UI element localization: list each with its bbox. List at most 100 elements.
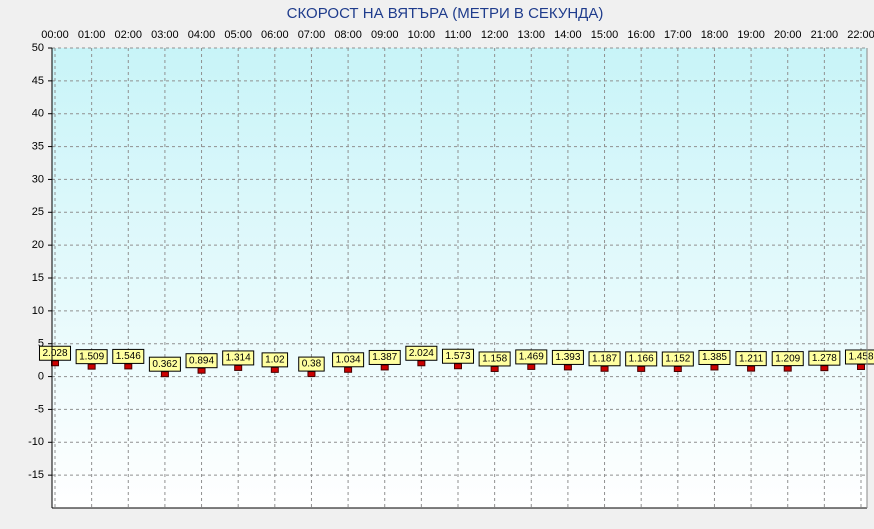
y-tick-label: -10: [28, 436, 44, 448]
data-label-box: [185, 353, 218, 369]
data-label: 1.158: [482, 354, 507, 365]
data-label: 1.209: [775, 353, 800, 364]
x-tick-label: 22:00: [847, 29, 874, 41]
marker: [783, 365, 792, 372]
data-label: 1.034: [336, 354, 361, 365]
marks-layer: 2.028 1.509 1.546 0.362 0.894 1.314 1.02 0.38 1.…: [38, 345, 874, 378]
x-tick-label: 06:00: [261, 29, 289, 41]
grid-layer: [48, 47, 867, 508]
x-tick-label: 11:00: [445, 29, 472, 41]
data-label: 0.362: [152, 359, 177, 370]
marker: [417, 360, 426, 367]
data-label: 2.028: [42, 348, 67, 359]
marker: [197, 367, 206, 374]
y-tick-label: -5: [34, 403, 44, 415]
x-tick-label: 00:00: [41, 29, 69, 41]
y-tick-label: 30: [32, 173, 44, 185]
data-label-box: [222, 350, 255, 366]
marker: [820, 365, 829, 372]
data-label-box: [261, 352, 289, 368]
x-tick-label: 03:00: [151, 29, 179, 41]
data-label: 1.385: [702, 352, 727, 363]
marker: [454, 363, 462, 370]
marker: [490, 365, 499, 372]
marker: [234, 364, 243, 371]
marker: [673, 366, 682, 373]
data-label: 1.573: [445, 351, 470, 362]
marker: [710, 364, 719, 371]
data-label: 1.546: [116, 351, 141, 362]
marker: [87, 363, 96, 370]
data-label: 1.152: [665, 354, 690, 365]
data-label-box: [112, 348, 145, 364]
x-tick-label: 17:00: [664, 29, 692, 41]
data-label-box: [735, 351, 767, 367]
data-label-box: [38, 345, 72, 361]
marker: [307, 371, 316, 378]
data-label-box: [625, 351, 658, 367]
marker: [344, 366, 353, 373]
data-label-box: [771, 351, 804, 367]
marker: [857, 363, 865, 370]
data-label: 1.393: [555, 352, 580, 363]
data-label-box: [75, 349, 108, 365]
data-label: 1.314: [226, 353, 251, 364]
x-tick-label: 18:00: [701, 29, 729, 41]
marker: [747, 365, 756, 372]
data-label-box: [588, 351, 621, 367]
y-tick-label: 50: [32, 42, 44, 54]
x-tick-label: 09:00: [371, 29, 399, 41]
data-label-box: [808, 350, 841, 366]
y-tick-label: 40: [32, 108, 44, 120]
marker: [527, 363, 536, 370]
data-label-box: [441, 348, 475, 364]
data-label-box: [698, 349, 731, 365]
x-tick-label: 01:00: [78, 29, 106, 41]
x-tick-label: 20:00: [774, 29, 802, 41]
x-tick-label: 04:00: [188, 29, 216, 41]
x-tick-label: 10:00: [408, 29, 436, 41]
data-label-box: [478, 351, 511, 367]
x-tick-label: 12:00: [481, 29, 509, 41]
data-label: 1.02: [265, 355, 285, 366]
data-label: 1.211: [739, 353, 764, 364]
data-label-box: [148, 356, 181, 372]
data-label-box: [368, 349, 401, 365]
x-tick-label: 05:00: [224, 29, 252, 41]
x-tick-label: 21:00: [811, 29, 839, 41]
x-tick-label: 14:00: [554, 29, 582, 41]
data-label: 2.024: [409, 348, 434, 359]
x-tick-label: 13:00: [518, 29, 546, 41]
x-tick-label: 02:00: [115, 29, 143, 41]
data-label-box: [515, 349, 548, 365]
marker: [270, 366, 279, 373]
data-label: 1.278: [812, 353, 837, 364]
data-label: 1.458: [848, 352, 873, 363]
y-tick-label: 10: [32, 305, 44, 317]
data-label-box: [405, 345, 438, 361]
data-label-box: [332, 352, 365, 368]
x-tick-label: 19:00: [737, 29, 765, 41]
x-tick-label: 16:00: [627, 29, 655, 41]
data-label-box: [661, 351, 694, 367]
x-tick-label: 08:00: [334, 29, 362, 41]
data-label: 0.894: [189, 355, 214, 366]
y-tick-label: 45: [32, 75, 44, 87]
data-label: 1.187: [592, 353, 617, 364]
data-label-box: [298, 356, 325, 372]
data-label: 1.387: [372, 352, 397, 363]
chart-title: СКОРОСТ НА ВЯТЪРА (МЕТРИ В СЕКУНДА): [287, 5, 604, 22]
data-label: 1.166: [629, 354, 654, 365]
marker: [563, 364, 572, 371]
y-tick-label: 15: [32, 272, 44, 284]
marker: [124, 363, 133, 370]
y-tick-label: 5: [38, 338, 44, 350]
x-tick-label: 07:00: [298, 29, 326, 41]
y-tick-label: 0: [38, 370, 44, 382]
marker: [51, 360, 59, 367]
y-tick-label: 25: [32, 206, 44, 218]
y-tick-label: 35: [32, 140, 44, 152]
marker: [160, 371, 169, 378]
marker: [600, 365, 609, 372]
